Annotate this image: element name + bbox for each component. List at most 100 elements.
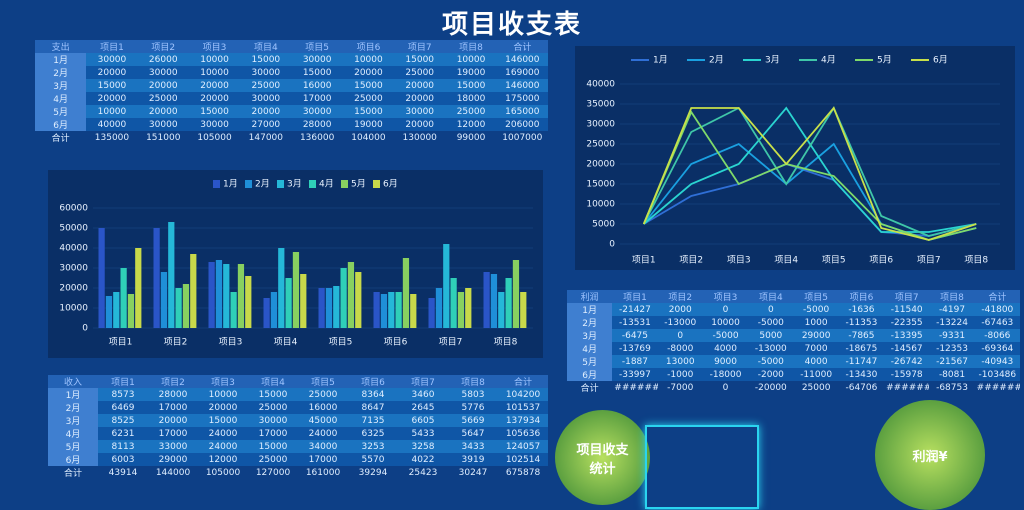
table-row: 6月 40000 30000 30000 27000 28000 19000 20000 120… bbox=[35, 118, 548, 131]
table-cell: 30000 bbox=[188, 118, 241, 131]
legend-swatch bbox=[245, 180, 252, 188]
table-cell: -13224 bbox=[929, 316, 975, 329]
table-cell: 105636 bbox=[498, 427, 548, 440]
table-cell: -68753 bbox=[929, 381, 975, 394]
table-cell: 15000 bbox=[248, 440, 298, 453]
bar bbox=[113, 292, 120, 328]
x-tick-label: 项目8 bbox=[494, 337, 518, 348]
table-cell: 17000 bbox=[291, 92, 343, 105]
y-tick-label: 5000 bbox=[592, 220, 615, 230]
table-cell: 15000 bbox=[86, 79, 138, 92]
header-cell: 利润 bbox=[567, 290, 613, 303]
table-cell: 24000 bbox=[198, 440, 248, 453]
table-cell: 2月 bbox=[567, 316, 613, 329]
table-cell: -33997 bbox=[612, 368, 658, 381]
header-cell: 合计 bbox=[974, 290, 1020, 303]
table-cell: 15000 bbox=[394, 53, 446, 66]
table-row: 3月 -6475 0 -5000 5000 29000 -7865 -13395 -9331 -8… bbox=[567, 329, 1020, 342]
badge: 项目收支统计 bbox=[555, 410, 650, 505]
table-cell: 3433 bbox=[448, 440, 498, 453]
table-cell: -11000 bbox=[793, 368, 839, 381]
table-cell: 10000 bbox=[86, 105, 138, 118]
table-cell: 20000 bbox=[188, 79, 241, 92]
table-cell: 3258 bbox=[398, 440, 448, 453]
table-cell: 17000 bbox=[148, 401, 198, 414]
income-table: 收入 项目1 项目2 项目3 项目4 项目5 项目6 项目7 项目8 合计 1月 8573 28000 1… bbox=[48, 375, 548, 479]
table-cell: 169000 bbox=[496, 66, 548, 79]
table-cell: 3月 bbox=[48, 414, 98, 427]
badge: 利润¥ bbox=[875, 400, 985, 510]
table-row: 5月 8113 33000 24000 15000 34000 3253 3258 3433 12… bbox=[48, 440, 548, 453]
bar bbox=[325, 288, 333, 328]
table-cell: 0 bbox=[702, 381, 749, 394]
table-cell: 3253 bbox=[348, 440, 398, 453]
table-cell: 17000 bbox=[148, 427, 198, 440]
header-cell: 项目1 bbox=[612, 290, 658, 303]
table-cell: 8364 bbox=[348, 388, 398, 401]
table-row: 6月 -33997 -1000 -18000 -2000 -11000 -13430 -159… bbox=[567, 368, 1020, 381]
table-cell: 13000 bbox=[657, 355, 703, 368]
header-cell: 项目2 bbox=[137, 40, 189, 53]
table-cell: 6月 bbox=[567, 368, 613, 381]
legend-swatch bbox=[341, 180, 348, 188]
table-cell: 29000 bbox=[793, 329, 839, 342]
table-cell: -26742 bbox=[884, 355, 930, 368]
header-cell: 项目2 bbox=[657, 290, 703, 303]
table-cell: -11747 bbox=[838, 355, 885, 368]
table-cell: 5433 bbox=[398, 427, 448, 440]
x-tick-label: 项目2 bbox=[679, 255, 703, 266]
legend-label: 6月 bbox=[383, 179, 398, 190]
bar bbox=[175, 288, 182, 328]
bar bbox=[483, 272, 490, 328]
table-cell: 15000 bbox=[291, 66, 343, 79]
table-cell: 8525 bbox=[98, 414, 148, 427]
table-cell: -103486 bbox=[974, 368, 1020, 381]
table-cell: 101537 bbox=[498, 401, 548, 414]
y-tick-label: 25000 bbox=[586, 140, 615, 150]
x-tick-label: 项目3 bbox=[727, 255, 751, 266]
table-cell: -6475 bbox=[612, 329, 658, 342]
bar bbox=[465, 288, 472, 328]
table-cell: 206000 bbox=[496, 118, 548, 131]
table-cell: 30000 bbox=[240, 66, 292, 79]
table-row: 1月 8573 28000 10000 15000 25000 8364 3460 5803 10… bbox=[48, 388, 548, 401]
legend-label: 3月 bbox=[287, 179, 302, 190]
table-cell: 151000 bbox=[137, 131, 189, 144]
bar bbox=[120, 268, 127, 328]
table-cell: 25000 bbox=[445, 105, 497, 118]
table-cell: 5776 bbox=[448, 401, 498, 414]
table-cell: 146000 bbox=[496, 53, 548, 66]
bar bbox=[498, 292, 505, 328]
bar bbox=[215, 260, 223, 328]
table-cell: -11540 bbox=[884, 303, 930, 316]
bar bbox=[355, 272, 362, 328]
table-cell: 43914 bbox=[98, 466, 148, 479]
bar bbox=[512, 260, 520, 328]
bar bbox=[153, 228, 160, 328]
header-cell: 项目6 bbox=[348, 375, 398, 388]
legend-label: 1月 bbox=[653, 55, 668, 66]
table-row: 4月 -13769 -8000 4000 -13000 7000 -18675 -14567-… bbox=[567, 342, 1020, 355]
header-cell: 项目7 bbox=[394, 40, 446, 53]
table-cell: 4000 bbox=[793, 355, 839, 368]
header-row: 利润 项目1 项目2 项目3 项目4 项目5 项目6 项目7 项目8 合计 bbox=[567, 290, 1020, 303]
table-cell: 161000 bbox=[298, 466, 348, 479]
table-cell: 135000 bbox=[86, 131, 138, 144]
y-tick-label: 0 bbox=[82, 324, 88, 334]
header-cell: 项目1 bbox=[98, 375, 148, 388]
bar bbox=[450, 278, 457, 328]
table-cell: 3月 bbox=[35, 79, 87, 92]
table-row: 1月 30000 26000 10000 15000 30000 10000 15000 100… bbox=[35, 53, 548, 66]
header-cell: 项目8 bbox=[929, 290, 975, 303]
table-cell: 147000 bbox=[240, 131, 292, 144]
table-cell: 2000 bbox=[657, 303, 703, 316]
y-tick-label: 20000 bbox=[59, 284, 88, 294]
legend-label: 4月 bbox=[821, 55, 836, 66]
x-tick-label: 项目4 bbox=[274, 337, 298, 348]
table-cell: 1007000 bbox=[496, 131, 548, 144]
x-tick-label: 项目1 bbox=[109, 337, 133, 348]
table-cell: 20000 bbox=[188, 92, 241, 105]
legend-label: 4月 bbox=[319, 179, 334, 190]
header-row: 支出 项目1 项目2 项目3 项目4 项目5 项目6 项目7 项目8 合计 bbox=[35, 40, 548, 53]
header-cell: 项目6 bbox=[838, 290, 885, 303]
